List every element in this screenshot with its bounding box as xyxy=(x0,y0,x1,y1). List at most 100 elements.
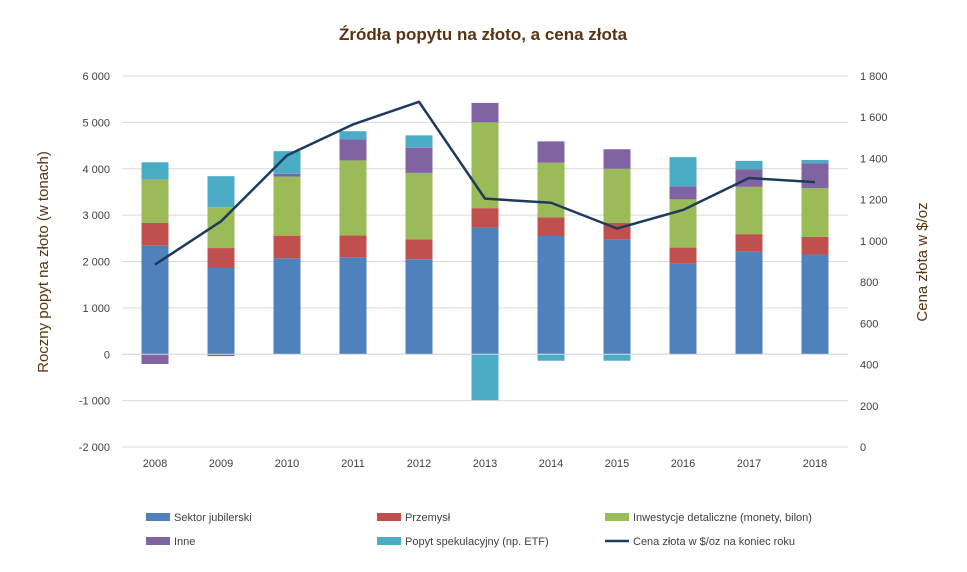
bar-segment xyxy=(339,257,367,355)
bar-segment xyxy=(801,159,829,164)
bar-segment xyxy=(405,147,433,173)
bar-segment xyxy=(273,258,301,355)
bar-segment xyxy=(603,354,631,361)
x-axis: 2008 2009 2010 2011 2012 2013 2014 2015 2016 2017… xyxy=(143,458,827,470)
legend-item: Sektor jubilerski xyxy=(146,512,252,524)
bar-segment xyxy=(735,234,763,252)
bar-segment xyxy=(273,235,301,259)
bar-segment xyxy=(339,160,367,236)
y-left-tick-label: 5 000 xyxy=(82,117,110,129)
bar-segment xyxy=(405,239,433,260)
bar-segment xyxy=(603,168,631,224)
legend-item: Cena złota w $/oz na koniec roku xyxy=(605,536,795,548)
bar-segment xyxy=(405,259,433,355)
bar-segment xyxy=(141,245,169,355)
x-tick-label: 2011 xyxy=(341,458,365,470)
x-tick-label: 2012 xyxy=(407,458,431,470)
bar-segment xyxy=(669,199,697,248)
bar-segment xyxy=(603,239,631,355)
legend-label: Popyt spekulacyjny (np. ETF) xyxy=(405,536,549,548)
x-tick-label: 2010 xyxy=(275,458,299,470)
legend-item: Przemysł xyxy=(377,512,451,524)
bar-segment xyxy=(735,160,763,170)
x-tick-label: 2013 xyxy=(473,458,497,470)
y-axis-right: 1 800 1 600 1 400 1 200 1 000 800 600 400 200 0 xyxy=(860,71,888,454)
gold-price-line xyxy=(154,100,816,266)
y-right-tick-label: 600 xyxy=(860,318,878,330)
y-right-tick-label: 1 600 xyxy=(860,112,888,124)
legend-swatch xyxy=(146,513,170,521)
bar-series xyxy=(141,102,829,401)
bar-segment xyxy=(207,267,235,355)
x-tick-label: 2015 xyxy=(605,458,629,470)
y-right-tick-label: 1 400 xyxy=(860,153,888,165)
y-right-tick-label: 800 xyxy=(860,277,878,289)
x-tick-label: 2018 xyxy=(803,458,827,470)
y-left-tick-label: 6 000 xyxy=(82,71,110,83)
bar-segment xyxy=(735,186,763,235)
legend-label: Inne xyxy=(174,536,195,548)
legend-item: Inne xyxy=(146,536,195,548)
bar-segment xyxy=(141,223,169,246)
y-left-tick-label: 0 xyxy=(104,349,110,361)
bar-segment xyxy=(207,354,235,357)
bar-segment xyxy=(207,176,235,208)
bar-segment xyxy=(669,186,697,200)
legend-label: Inwestycje detaliczne (monety, bilon) xyxy=(633,512,812,524)
legend-item: Inwestycje detaliczne (monety, bilon) xyxy=(605,512,812,524)
legend-label: Przemysł xyxy=(405,512,451,524)
y-axis-left-title: Roczny popyt na złoto (w tonach) xyxy=(35,151,52,373)
price-line-series xyxy=(154,100,816,266)
bar-segment xyxy=(273,151,301,174)
y-left-tick-label: 2 000 xyxy=(82,257,110,269)
y-left-tick-label: -1 000 xyxy=(79,396,110,408)
y-left-tick-label: 4 000 xyxy=(82,164,110,176)
bar-segment xyxy=(273,176,301,236)
y-right-tick-label: 1 000 xyxy=(860,236,888,248)
bar-segment xyxy=(801,254,829,355)
bar-segment xyxy=(537,354,565,361)
bar-segment xyxy=(141,179,169,224)
x-tick-label: 2008 xyxy=(143,458,167,470)
bar-segment xyxy=(471,122,499,209)
bar-segment xyxy=(273,173,301,177)
legend-label: Cena złota w $/oz na koniec roku xyxy=(633,536,795,548)
bar-segment xyxy=(537,162,565,218)
y-right-tick-label: 0 xyxy=(860,442,866,454)
bar-segment xyxy=(669,263,697,355)
y-left-tick-label: 3 000 xyxy=(82,210,110,222)
y-axis-left: 6 000 5 000 4 000 3 000 2 000 1 000 0 -1 000 -2 … xyxy=(79,71,110,454)
y-right-tick-label: 400 xyxy=(860,360,878,372)
chart-title: Źródła popytu na złoto, a cena złota xyxy=(339,25,628,44)
bar-segment xyxy=(405,135,433,148)
bar-segment xyxy=(141,162,169,180)
bar-segment xyxy=(339,131,367,140)
bar-segment xyxy=(801,163,829,189)
bar-segment xyxy=(207,248,235,268)
legend-swatch xyxy=(146,537,170,545)
legend-swatch xyxy=(605,513,629,521)
y-right-tick-label: 1 800 xyxy=(860,71,888,83)
bar-segment xyxy=(471,227,499,355)
legend: Sektor jubilerski Przemysł Inwestycje deta… xyxy=(146,512,812,548)
y-axis-right-title: Cena złota w $/oz xyxy=(914,202,931,321)
bar-segment xyxy=(471,102,499,123)
bar-segment xyxy=(537,141,565,163)
x-tick-label: 2009 xyxy=(209,458,233,470)
legend-swatch xyxy=(377,537,401,545)
bar-segment xyxy=(669,247,697,264)
x-tick-label: 2014 xyxy=(539,458,563,470)
bar-segment xyxy=(801,236,829,255)
bar-segment xyxy=(801,188,829,237)
bar-segment xyxy=(339,139,367,161)
bar-segment xyxy=(537,235,565,355)
legend-label: Sektor jubilerski xyxy=(174,512,252,524)
y-left-tick-label: -2 000 xyxy=(79,442,110,454)
bar-segment xyxy=(735,251,763,355)
x-tick-label: 2016 xyxy=(671,458,695,470)
y-left-tick-label: 1 000 xyxy=(82,303,110,315)
bar-segment xyxy=(669,157,697,187)
bar-segment xyxy=(405,172,433,240)
bar-segment xyxy=(537,217,565,236)
